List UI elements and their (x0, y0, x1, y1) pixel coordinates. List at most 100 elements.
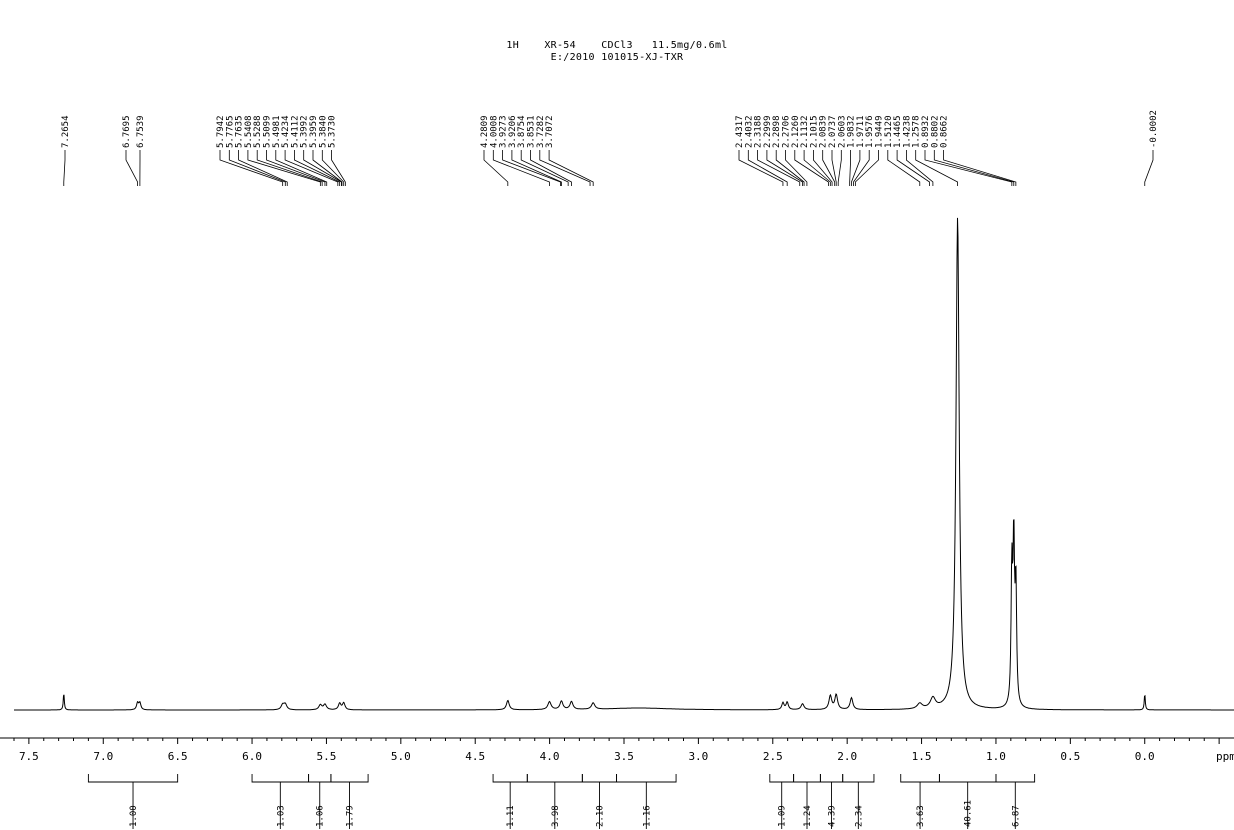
peak-label-leader (849, 150, 851, 186)
peak-label-leader (915, 150, 958, 186)
peak-label-leader (785, 150, 808, 186)
peak-label-leader (228, 150, 286, 186)
peak-shift-label: 5.3992 (300, 115, 310, 148)
integral-bracket (308, 774, 332, 783)
peak-label-leader (813, 150, 833, 186)
peak-label-leader (511, 150, 562, 186)
peak-shift-label: 0.8802 (930, 115, 940, 148)
x-tick-label: 6.5 (168, 750, 188, 763)
peak-label-leader (247, 150, 321, 186)
peak-shift-label: 1.2578 (912, 115, 922, 148)
peak-shift-label: 5.5099 (263, 115, 273, 148)
integral-value-label: 1.11 (506, 805, 516, 827)
peak-label-leader (851, 150, 861, 186)
peak-label-leader (331, 150, 346, 186)
peak-shift-label: 2.2706 (782, 115, 792, 148)
integral-value-label: 2.10 (595, 805, 605, 827)
x-tick-label: 3.0 (688, 750, 708, 763)
integral-value-label: 1.79 (346, 805, 356, 827)
x-tick-label: 3.5 (614, 750, 634, 763)
peak-shift-label: 2.4032 (744, 115, 754, 148)
peak-shift-label: 2.2898 (772, 115, 782, 148)
peak-label-leader (831, 150, 837, 186)
peak-label-leader (747, 150, 788, 186)
peak-label-leader (853, 150, 870, 186)
peak-shift-label: 5.4112 (290, 115, 300, 148)
peak-label-leader (219, 150, 284, 186)
peak-shift-label: 2.2999 (763, 115, 773, 148)
peak-shift-label: 5.4981 (272, 115, 282, 148)
integral-value-label: 40.61 (964, 800, 974, 827)
integral-bracket (492, 774, 528, 783)
peak-shift-label: 5.7635 (235, 115, 245, 148)
spectrum-header-line1: 1H XR-54 CDCl3 11.5mg/0.6ml (506, 40, 728, 51)
x-tick-label: 1.0 (986, 750, 1006, 763)
integral-bracket (793, 774, 821, 783)
peak-shift-label: 6.7695 (122, 115, 132, 148)
integral-value-label: 1.16 (642, 805, 652, 827)
integral-bracket (938, 774, 997, 783)
peak-shift-label: 3.8531 (527, 115, 537, 148)
peak-label-leader (312, 150, 343, 186)
integral-bracket (995, 774, 1036, 783)
peak-label-leader (294, 150, 341, 186)
integral-bracket (526, 774, 583, 783)
integral-bracket (819, 774, 844, 783)
peak-shift-label: 0.8932 (921, 115, 931, 148)
peak-shift-label: 1.9449 (875, 115, 885, 148)
peak-shift-label: 2.0839 (819, 115, 829, 148)
x-tick-label: 5.0 (391, 750, 411, 763)
integral-value-label: 2.34 (854, 805, 864, 827)
peak-shift-label: 1.4465 (893, 115, 903, 148)
peak-shift-label: 1.9576 (865, 115, 875, 148)
integral-value-label: 4.39 (828, 805, 838, 827)
x-tick-label: 4.0 (540, 750, 560, 763)
integral-value-label: 1.00 (129, 805, 139, 827)
x-tick-label: 0.0 (1135, 750, 1155, 763)
peak-label-leader (502, 150, 561, 186)
peak-label-leader (275, 150, 328, 186)
peak-label-leader (924, 150, 1013, 186)
peak-shift-label: 5.4234 (281, 115, 291, 148)
peak-shift-label: 7.2654 (61, 115, 71, 148)
peak-shift-label: 1.4238 (902, 115, 912, 148)
peak-shift-label: 2.1015 (809, 115, 819, 148)
peak-label-leader (266, 150, 326, 186)
peak-label-leader (492, 150, 550, 186)
peak-label-leader (256, 150, 323, 186)
peak-label-leader (238, 150, 288, 186)
integral-value-label: 1.03 (276, 805, 286, 827)
peak-shift-label: -0.0002 (1149, 110, 1159, 148)
integral-bracket (900, 774, 940, 783)
peak-shift-label: 1.9832 (847, 115, 857, 148)
peak-label-leader (906, 150, 934, 186)
peak-shift-label: 3.7072 (545, 115, 555, 148)
x-tick-label: 5.5 (317, 750, 337, 763)
integral-bracket (251, 774, 310, 783)
x-axis-unit-label: ppm (1216, 750, 1234, 763)
peak-shift-label: 6.7539 (136, 115, 146, 148)
integral-value-label: 3.63 (916, 805, 926, 827)
peak-shift-label: 5.7942 (216, 115, 226, 148)
peak-label-leader (520, 150, 569, 186)
peak-label-leader (548, 150, 594, 186)
peak-shift-label: 5.5408 (244, 115, 254, 148)
peak-label-leader (63, 150, 66, 186)
peak-label-leader (775, 150, 805, 186)
peak-shift-label: 3.9206 (508, 115, 518, 148)
peak-shift-label: 1.9711 (856, 115, 866, 148)
integral-bracket (842, 774, 875, 783)
peak-label-leader (303, 150, 342, 186)
peak-label-leader (539, 150, 591, 186)
x-tick-label: 4.5 (465, 750, 485, 763)
spectrum-header-line2: E:/2010 101015-XJ-TXR (550, 52, 684, 63)
peak-label-leader (837, 150, 842, 186)
peak-label-leader (321, 150, 345, 186)
peak-label-leader (803, 150, 831, 186)
peak-shift-label: 1.5120 (884, 115, 894, 148)
peak-label-leader (854, 150, 879, 186)
peak-label-leader (933, 150, 1015, 186)
integral-bracket (581, 774, 618, 783)
peak-shift-label: 3.7282 (536, 115, 546, 148)
